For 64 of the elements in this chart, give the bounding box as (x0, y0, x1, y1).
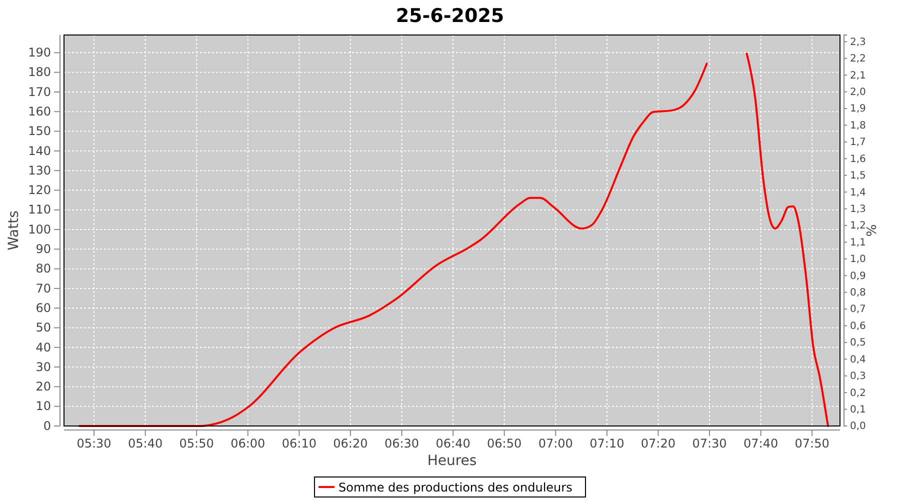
x-tick-label: 07:40 (744, 436, 778, 451)
y2-tick-label: 1,5 (850, 170, 866, 182)
y-tick-label: 20 (36, 380, 51, 394)
x-tick-label: 06:20 (333, 436, 368, 451)
y-tick-label: 60 (36, 300, 51, 315)
x-tick-label: 06:10 (282, 436, 316, 451)
y-tick-label: 50 (36, 320, 51, 335)
y2-tick-label: 0,3 (850, 371, 866, 382)
y2-tick-label: 0,2 (850, 388, 866, 399)
y2-tick-label: 1,7 (850, 137, 866, 148)
y2-tick-label: 2,1 (850, 70, 866, 82)
y2-tick-label: 1,3 (850, 204, 866, 215)
y-tick-label: 40 (36, 340, 51, 354)
y2-tick-label: 1,2 (850, 220, 866, 232)
y-tick-label: 120 (28, 183, 51, 198)
y2-tick-label: 0,0 (850, 421, 866, 432)
y2-tick-label: 1,6 (850, 154, 866, 165)
x-tick-label: 06:00 (230, 436, 266, 451)
x-tick-label: 05:40 (128, 436, 163, 451)
y2-axis-title: % (865, 224, 880, 237)
y2-tick-label: 0,4 (850, 354, 866, 366)
y2-tick-label: 0,5 (850, 338, 866, 349)
y2-tick-label: 1,4 (850, 187, 866, 198)
x-tick-label: 07:30 (692, 436, 727, 451)
legend-label: Somme des productions des onduleurs (338, 480, 572, 494)
y2-tick-label: 0,7 (850, 304, 866, 316)
y-tick-label: 0 (43, 418, 51, 433)
y2-tick-label: 2,3 (850, 36, 866, 48)
x-tick-label: 05:30 (76, 436, 112, 451)
y-tick-label: 160 (28, 104, 51, 118)
y-tick-label: 10 (36, 399, 51, 414)
y-tick-label: 30 (36, 360, 51, 374)
y2-tick-label: 0,1 (850, 404, 866, 416)
x-tick-label: 07:10 (590, 436, 624, 451)
x-tick-label: 06:30 (384, 436, 420, 451)
y-tick-label: 170 (28, 84, 51, 99)
y-axis-title: Watts (6, 210, 22, 250)
y2-tick-label: 0,9 (850, 270, 866, 282)
y2-tick-label: 2,0 (850, 87, 866, 98)
x-tick-label: 07:00 (538, 436, 573, 451)
y-tick-label: 130 (28, 163, 51, 178)
x-tick-label: 05:50 (179, 436, 214, 451)
y2-tick-label: 1,1 (850, 237, 866, 248)
y2-tick-label: 1,9 (850, 104, 866, 115)
x-tick-label: 07:20 (640, 436, 676, 451)
x-tick-label: 06:40 (436, 436, 470, 451)
y2-tick-label: 2,2 (850, 54, 866, 65)
y2-tick-label: 1,8 (850, 120, 866, 132)
y-tick-label: 100 (28, 222, 51, 236)
y2-tick-label: 0,8 (850, 288, 866, 299)
y-tick-label: 180 (28, 65, 51, 80)
y2-tick-label: 1,0 (850, 254, 866, 266)
chart-title: 25-6-2025 (396, 5, 504, 27)
y2-tick-label: 0,6 (850, 320, 866, 332)
x-tick-label: 07:50 (794, 436, 830, 451)
y-tick-label: 150 (28, 124, 51, 138)
y-tick-label: 70 (36, 281, 51, 296)
y-tick-label: 140 (28, 144, 51, 158)
x-tick-label: 06:50 (487, 436, 522, 451)
y-tick-label: 190 (28, 46, 51, 60)
y-tick-label: 80 (36, 262, 51, 276)
y-tick-label: 90 (36, 242, 51, 256)
y-tick-label: 110 (28, 202, 51, 217)
x-axis-title: Heures (427, 453, 477, 469)
